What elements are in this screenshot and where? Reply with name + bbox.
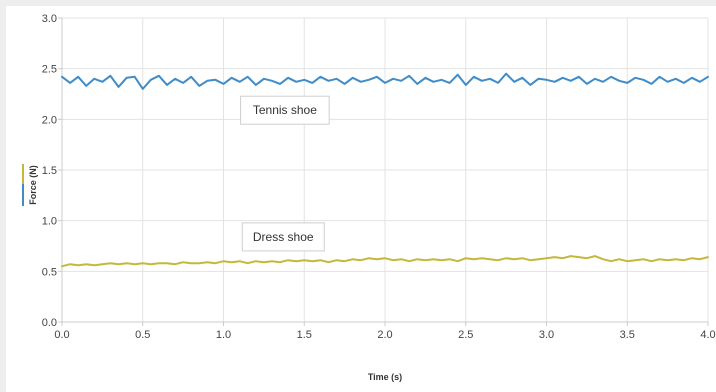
annotations: Tennis shoe Dress shoe — [240, 95, 330, 252]
x-tick-label: 0.0 — [54, 329, 69, 341]
tennis-shoe-series-line — [61, 72, 709, 90]
annotation-label: Dress shoe — [253, 230, 314, 244]
x-tick-label: 2.5 — [458, 329, 473, 341]
x-tick-label: 3.0 — [539, 329, 554, 341]
annotation-box: Tennis shoe — [240, 95, 330, 125]
x-tick-label: 2.0 — [377, 329, 392, 341]
y-tick-label: 0.5 — [42, 266, 57, 278]
y-tick-label: 0.0 — [42, 317, 57, 329]
x-axis-title: Time (s) — [368, 372, 402, 382]
y-tick-label: 2.5 — [42, 64, 57, 76]
x-tick-label: 1.5 — [297, 329, 312, 341]
annotation-frame — [240, 95, 330, 125]
series-lines — [61, 72, 709, 268]
y-tick-label: 3.0 — [42, 13, 57, 25]
grid — [62, 17, 709, 322]
annotation-frame — [241, 222, 325, 252]
dress-shoe-series-line — [61, 255, 709, 268]
x-tick-label: 1.0 — [216, 329, 231, 341]
y-tick-label: 1.0 — [42, 216, 57, 228]
x-tick-label: 0.5 — [135, 329, 150, 341]
ylabel-swatch-tennis — [22, 184, 24, 206]
x-tick-label: 4.0 — [700, 329, 715, 341]
y-axis-title: Force (N) — [28, 165, 38, 205]
force-time-chart: 0.0 0.5 1.0 1.5 2.0 2.5 3.0 3.5 4.0 0.0 0.5 1.0 1.5… — [22, 13, 716, 382]
ylabel-swatch-dress — [22, 164, 24, 184]
y-tick-labels: 0.0 0.5 1.0 1.5 2.0 2.5 3.0 — [42, 13, 62, 329]
y-axis-title-group: Force (N) — [22, 164, 38, 206]
chart-panel: 0.0 0.5 1.0 1.5 2.0 2.5 3.0 3.5 4.0 0.0 0.5 1.0 1.5… — [6, 6, 716, 392]
y-tick-label: 2.0 — [42, 114, 57, 126]
annotation-box: Dress shoe — [241, 222, 325, 252]
y-tick-label: 1.5 — [42, 165, 57, 177]
x-tick-labels: 0.0 0.5 1.0 1.5 2.0 2.5 3.0 3.5 4.0 — [54, 322, 716, 341]
annotation-label: Tennis shoe — [253, 103, 317, 117]
x-tick-label: 3.5 — [620, 329, 635, 341]
